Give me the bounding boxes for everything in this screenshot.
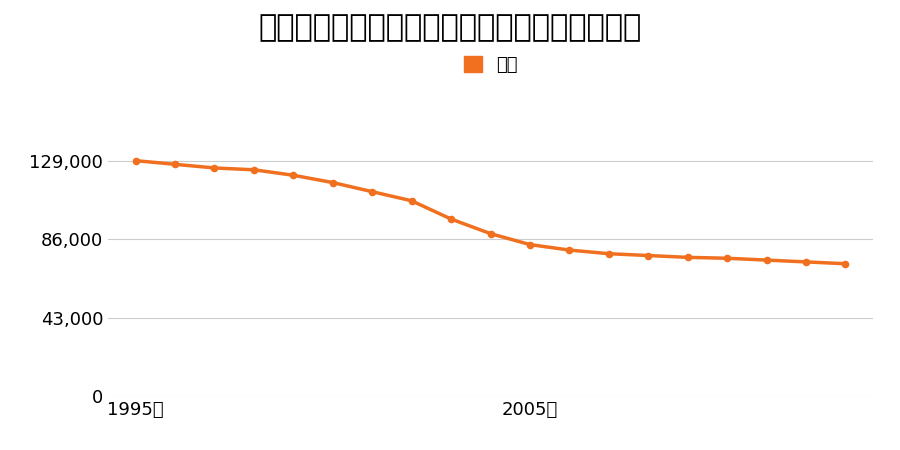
Text: 愛知県瀬戸市川西町１丁目６５番１の地価推移: 愛知県瀬戸市川西町１丁目６５番１の地価推移 — [258, 14, 642, 42]
Legend: 価格: 価格 — [456, 49, 525, 81]
